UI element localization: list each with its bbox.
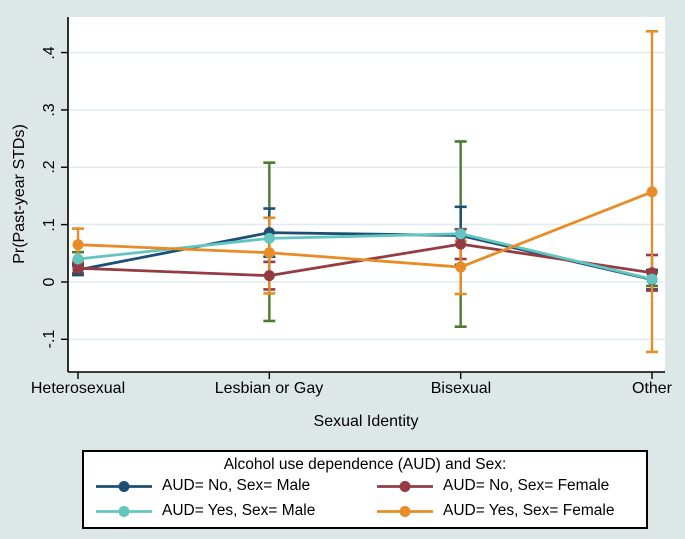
ytick-label-neg0.1: -.1: [41, 329, 58, 349]
legend-entry-aud-no-male: AUD= No, Sex= Male: [84, 477, 365, 495]
plot-area: [68, 17, 665, 372]
legend-label: AUD= Yes, Sex= Male: [162, 502, 316, 519]
data-point: [455, 228, 467, 240]
data-point: [263, 232, 275, 244]
ytick-label-0.3: .3: [41, 103, 58, 117]
legend-entry-aud-yes-female: AUD= Yes, Sex= Female: [365, 502, 646, 520]
data-point: [455, 261, 467, 273]
legend-label: AUD= No, Sex= Female: [443, 477, 610, 494]
legend: Alcohol use dependence (AUD) and Sex: AU…: [82, 450, 648, 529]
y-axis-title: Pr(Past-year STDs): [11, 124, 28, 264]
series-line: [77, 190, 653, 269]
data-point: [72, 239, 84, 251]
data-point: [263, 270, 275, 282]
data-point: [72, 253, 84, 265]
ytick-label-0.2: .2: [41, 160, 58, 174]
data-point: [646, 186, 658, 198]
legend-entry-aud-yes-male: AUD= Yes, Sex= Male: [84, 502, 365, 520]
data-point: [72, 262, 84, 274]
legend-title: Alcohol use dependence (AUD) and Sex:: [223, 456, 507, 473]
legend-label: AUD= Yes, Sex= Female: [443, 502, 615, 519]
line-dot-marker-icon: [377, 505, 433, 517]
data-point: [263, 247, 275, 259]
x-axis-title: Sexual Identity: [313, 413, 419, 430]
xtick-label-heterosexual: Heterosexual: [30, 380, 126, 397]
data-point: [455, 238, 467, 250]
xtick-label-lesbian-or-gay: Lesbian or Gay: [214, 380, 324, 397]
ytick-label-0: 0: [41, 277, 58, 287]
line-dot-marker-icon: [96, 480, 152, 492]
line-dot-marker-icon: [96, 505, 152, 517]
legend-entries: AUD= No, Sex= Male AUD= No, Sex= Female …: [84, 477, 646, 520]
ytick-label-0.1: .1: [41, 218, 58, 232]
ytick-label-0.4: .4: [41, 46, 58, 60]
legend-entry-aud-no-female: AUD= No, Sex= Female: [365, 477, 646, 495]
xtick-label-bisexual: Bisexual: [430, 380, 492, 397]
xtick-label-other: Other: [631, 380, 673, 397]
line-dot-marker-icon: [377, 480, 433, 492]
legend-label: AUD= No, Sex= Male: [162, 477, 311, 494]
data-point: [646, 273, 658, 285]
